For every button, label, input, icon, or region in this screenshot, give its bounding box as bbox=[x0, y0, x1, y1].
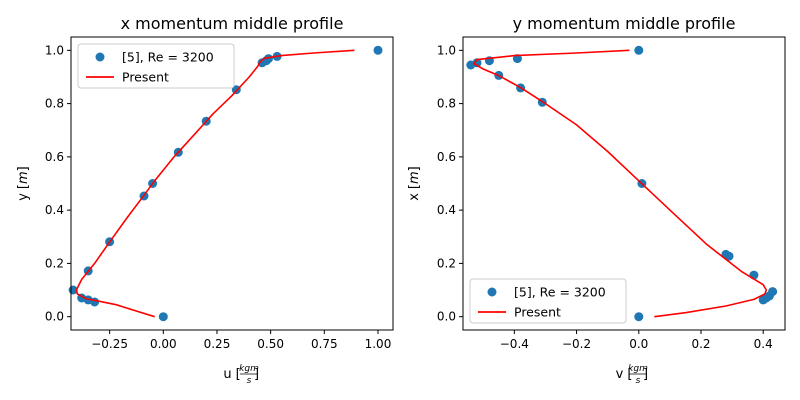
legend-entry-label: [5], Re = 3200 bbox=[514, 285, 606, 300]
y-tick-label: 0.2 bbox=[437, 256, 456, 270]
y-tick-label: 0.2 bbox=[45, 256, 64, 270]
y-axis-unit: m bbox=[407, 171, 422, 184]
svg-text:u[: u[ bbox=[223, 367, 240, 382]
legend-entry-label: [5], Re = 3200 bbox=[122, 50, 214, 65]
y-tick-label: 1.0 bbox=[45, 43, 64, 57]
legend-frame bbox=[77, 43, 235, 89]
axes-frame bbox=[70, 36, 394, 331]
y-axis-label: y[m] bbox=[16, 166, 31, 201]
y-axis-label: x[m] bbox=[407, 166, 422, 201]
y-tick-label: 0.4 bbox=[45, 203, 64, 217]
data-point bbox=[264, 54, 273, 64]
y-axis-unit: m bbox=[16, 171, 31, 184]
series-line-present bbox=[473, 49, 768, 318]
svg-text:]: ] bbox=[643, 367, 648, 382]
x-axis-unit: kgm s bbox=[628, 364, 648, 386]
y-tick-label: 0.6 bbox=[437, 150, 456, 164]
x-tick-label: 0.4 bbox=[754, 337, 773, 351]
y-tick-label: 0.8 bbox=[437, 97, 456, 111]
y-axis-label-text: x bbox=[407, 193, 422, 201]
chart-title: y momentum middle profile bbox=[513, 14, 736, 33]
y-tick-label: 1.0 bbox=[437, 43, 456, 57]
x-tick-label: −0.2 bbox=[562, 337, 591, 351]
axes-frame bbox=[462, 36, 786, 331]
data-marks bbox=[466, 45, 778, 322]
data-point bbox=[634, 312, 644, 322]
unit-numerator: kgm bbox=[239, 364, 259, 374]
x-tick-label: 0.25 bbox=[204, 337, 231, 351]
y-tick-label: 0.4 bbox=[437, 203, 456, 217]
data-point bbox=[373, 45, 383, 55]
x-tick-label: 0.00 bbox=[150, 337, 177, 351]
x-tick-label: 0.2 bbox=[691, 337, 710, 351]
x-tick-label: −0.25 bbox=[91, 337, 128, 351]
x-axis-label-text: u bbox=[223, 367, 231, 382]
legend-entry-label: Present bbox=[122, 70, 169, 85]
legend-marker-swatch bbox=[95, 52, 105, 62]
legend: [5], Re = 3200 Present bbox=[469, 278, 627, 324]
x-axis-label: u[ kgm s ] bbox=[223, 364, 259, 386]
legend-frame bbox=[469, 278, 627, 324]
y-tick-label: 0.0 bbox=[437, 310, 456, 324]
y-axis-label-text: y bbox=[16, 193, 31, 201]
unit-denominator: s bbox=[247, 376, 252, 386]
series-line-present bbox=[75, 49, 355, 318]
tick-marks: −0.25 0.00 0.25 0.50 0.75 1.00 0.0 0.2 0.4 0.6 0.8… bbox=[45, 43, 391, 351]
svg-text:]: ] bbox=[254, 367, 259, 382]
chart-panel-y-momentum: y momentum middle profile −0.4 −0.2 0.0 0.2… bbox=[407, 14, 786, 386]
svg-text:v[: v[ bbox=[616, 367, 633, 382]
x-axis-unit: kgm s bbox=[239, 364, 259, 386]
data-point bbox=[158, 312, 168, 322]
tick-marks: −0.4 −0.2 0.0 0.2 0.4 0.0 0.2 0.4 0.6 0.8 1.0 bbox=[437, 43, 773, 351]
data-point bbox=[768, 287, 778, 297]
unit-numerator: kgm bbox=[628, 364, 648, 374]
x-tick-label: 0.0 bbox=[629, 337, 648, 351]
chart-panel-x-momentum: x momentum middle profile −0.25 0.00 0.25 0… bbox=[16, 14, 394, 386]
x-tick-label: −0.4 bbox=[500, 337, 529, 351]
x-tick-label: 0.50 bbox=[257, 337, 284, 351]
x-axis-label-text: v bbox=[616, 367, 624, 382]
y-tick-label: 0.8 bbox=[45, 97, 64, 111]
chart-title: x momentum middle profile bbox=[121, 14, 344, 33]
unit-denominator: s bbox=[636, 376, 641, 386]
x-tick-label: 0.75 bbox=[311, 337, 338, 351]
data-point bbox=[466, 60, 476, 70]
y-tick-label: 0.6 bbox=[45, 150, 64, 164]
x-tick-label: 1.00 bbox=[365, 337, 392, 351]
legend-entry-label: Present bbox=[514, 305, 561, 320]
x-axis-label: v[ kgm s ] bbox=[616, 364, 648, 386]
legend-marker-swatch bbox=[487, 287, 497, 297]
legend: [5], Re = 3200 Present bbox=[77, 43, 235, 89]
y-tick-label: 0.0 bbox=[45, 310, 64, 324]
data-point bbox=[634, 45, 644, 55]
